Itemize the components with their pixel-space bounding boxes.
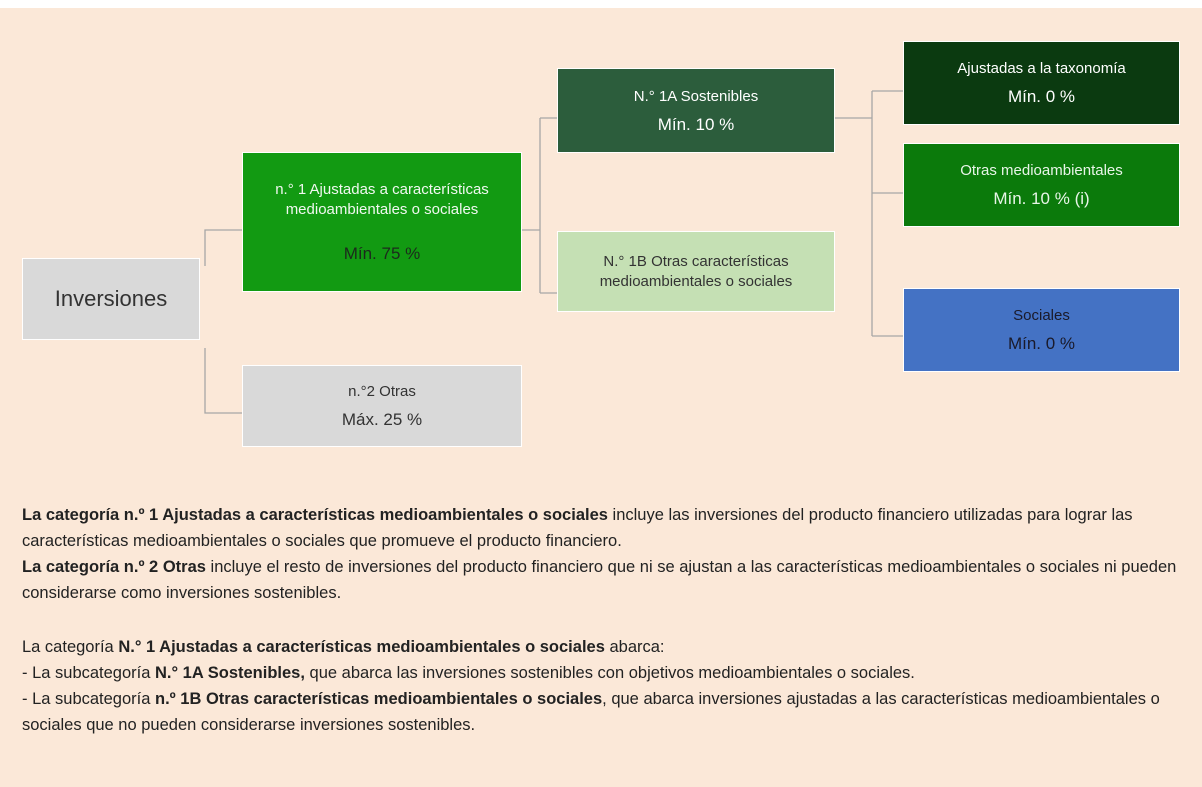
node-label: n.° 1 Ajustadas a características medioa… <box>275 181 489 218</box>
node-label: N.° 1A Sostenibles <box>633 87 759 105</box>
node: N.° 1A Sostenibles Mín. 10 % <box>557 68 835 153</box>
paragraph: La categoría n.º 2 Otras incluye el rest… <box>22 554 1192 606</box>
node-label: Ajustadas a la taxonomía <box>957 60 1126 77</box>
text: - La subcategoría <box>22 690 155 708</box>
connector <box>204 229 242 414</box>
node-label: n.°2 Otras <box>348 383 416 400</box>
node-value: Mín. 0 % <box>1007 334 1076 353</box>
text: La categoría <box>22 638 119 656</box>
node-value: Mín. 10 % (i) <box>993 189 1090 208</box>
node: n.°2 Otras Máx. 25 % <box>242 365 522 447</box>
bold-text: N.° 1A Sostenibles, <box>155 664 305 682</box>
panel: Inversiones n.° 1 Ajustadas a caracterís… <box>0 8 1202 787</box>
node: n.° 1 Ajustadas a características medioa… <box>242 152 522 292</box>
bold-text: n.º 1B Otras características medioambien… <box>155 690 603 708</box>
text: que abarca las inversiones sostenibles c… <box>304 664 915 682</box>
node: Ajustadas a la taxonomía Mín. 0 % <box>903 41 1180 125</box>
paragraph: - La subcategoría n.º 1B Otras caracterí… <box>22 686 1192 738</box>
node-value: Mín. 0 % <box>1007 87 1076 106</box>
text: incluye el resto de inversiones del prod… <box>22 558 1177 602</box>
bold-text: La categoría n.º 1 Ajustadas a caracterí… <box>22 506 608 524</box>
node: Inversiones <box>22 258 200 340</box>
bold-text: N.° 1 Ajustadas a características medioa… <box>118 638 605 656</box>
text: - La subcategoría <box>22 664 155 682</box>
connector <box>835 90 903 337</box>
node-value: Mín. 75 % <box>343 244 421 263</box>
text: abarca: <box>604 638 665 656</box>
paragraph: La categoría n.º 1 Ajustadas a caracterí… <box>22 502 1192 554</box>
bold-text: La categoría n.º 2 Otras <box>22 558 206 576</box>
node-label: Sociales <box>1013 307 1070 324</box>
node-value: Máx. 25 % <box>341 410 423 429</box>
node-label: N.° 1B Otras características medioambien… <box>599 252 793 290</box>
connector <box>522 117 557 294</box>
connectors <box>204 90 903 414</box>
node-value: Mín. 10 % <box>657 114 735 134</box>
paragraph: La categoría N.° 1 Ajustadas a caracterí… <box>22 634 1192 660</box>
text: incluye las inversiones del producto fin… <box>22 506 1133 550</box>
node: Sociales Mín. 0 % <box>903 288 1180 372</box>
node-label: Inversiones <box>54 286 168 311</box>
node-label: Otras medioambientales <box>960 162 1123 179</box>
description: La categoría n.º 1 Ajustadas a caracterí… <box>22 502 1192 738</box>
paragraph: - La subcategoría N.° 1A Sostenibles, qu… <box>22 660 1192 686</box>
node: N.° 1B Otras características medioambien… <box>557 231 835 312</box>
text: , que abarca inversiones ajustadas a las… <box>22 690 1160 734</box>
node: Otras medioambientales Mín. 10 % (i) <box>903 143 1180 227</box>
